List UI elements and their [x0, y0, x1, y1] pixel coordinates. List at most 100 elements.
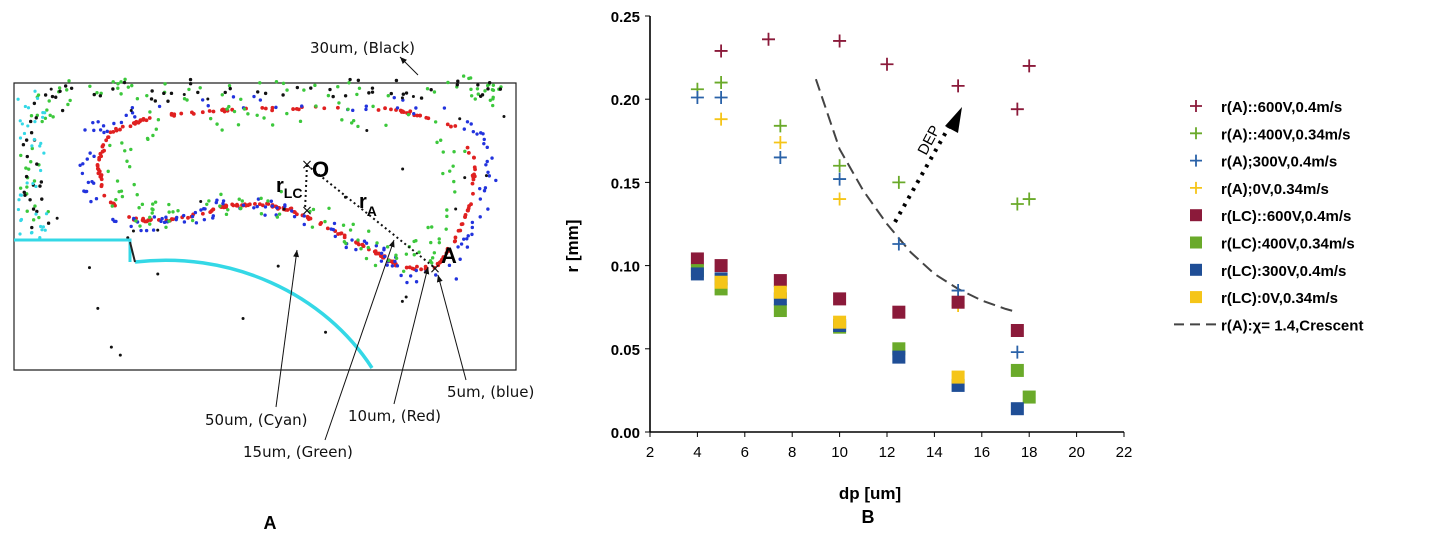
plus-point	[773, 150, 787, 164]
blue-particle-dot	[82, 189, 86, 193]
red-particle-dot	[398, 108, 403, 113]
black-particle-dot	[400, 299, 404, 303]
red-particle-dot	[247, 202, 252, 207]
blue-particle-dot	[465, 237, 469, 241]
black-particle-dot	[60, 108, 65, 113]
green-particle-dot	[259, 196, 263, 201]
blue-particle-dot	[458, 257, 462, 261]
plus-point	[690, 91, 704, 105]
green-particle-dot	[461, 74, 466, 78]
green-particle-dot	[453, 190, 457, 194]
green-particle-dot	[31, 218, 36, 222]
blue-particle-dot	[139, 228, 143, 233]
blue-particle-dot	[144, 228, 149, 233]
r-a-main: r	[359, 191, 367, 213]
cyan-particle-dot	[26, 124, 30, 128]
square-point	[1010, 402, 1024, 416]
red-particle-dot	[99, 182, 104, 187]
black-particle-dot	[486, 87, 490, 91]
red-particle-dot	[467, 204, 471, 208]
chart-legend: r(A)::600V,0.4m/sr(A)::400V,0.34m/sr(A);…	[1174, 99, 1363, 334]
blue-particle-dot	[105, 129, 109, 134]
red-particle-dot	[452, 239, 457, 244]
black-particle-dot	[331, 94, 335, 99]
blue-particle-dot	[470, 220, 475, 225]
blue-particle-dot	[408, 274, 413, 278]
green-particle-dot	[359, 247, 363, 251]
red-particle-dot	[459, 222, 464, 227]
green-particle-dot	[310, 225, 315, 229]
red-particle-dot	[383, 106, 387, 111]
red-particle-dot	[389, 107, 393, 112]
panel-a-frame	[13, 82, 517, 371]
green-particle-dot	[491, 95, 495, 100]
green-particle-dot	[108, 143, 112, 148]
green-particle-dot	[95, 91, 99, 95]
red-particle-dot	[200, 110, 205, 115]
black-particle-dot	[463, 176, 467, 180]
green-particle-dot	[485, 83, 490, 88]
particle-dots	[16, 74, 506, 357]
black-particle-dot	[40, 197, 44, 201]
blue-particle-dot	[482, 137, 486, 142]
blue-particle-dot	[88, 151, 92, 155]
green-particle-dot	[266, 199, 270, 203]
red-particle-dot	[191, 112, 196, 116]
red-particle-dot	[114, 128, 119, 133]
green-particle-dot	[146, 137, 150, 142]
black-particle-dot	[367, 91, 371, 95]
green-particle-dot	[394, 256, 399, 261]
lc-cross-marker: ×	[301, 203, 313, 219]
blue-particle-dot	[92, 154, 96, 159]
red-particle-dot	[445, 122, 450, 127]
black-particle-dot	[458, 117, 462, 121]
green-particle-dot	[373, 263, 378, 268]
black-particle-dot	[454, 207, 458, 211]
green-particle-dot	[132, 182, 136, 187]
blue-particle-dot	[475, 132, 479, 136]
green-particle-dot	[24, 166, 28, 170]
red-particle-dot	[111, 129, 116, 134]
red-particle-dot	[127, 215, 131, 219]
plus-point	[951, 79, 965, 93]
blue-particle-dot	[114, 219, 118, 224]
green-particle-dot	[190, 218, 195, 223]
green-particle-dot	[356, 124, 360, 129]
black-particle-dot	[455, 83, 460, 87]
red-annotation-arrow	[393, 266, 430, 405]
green-particle-dot	[207, 199, 211, 203]
green-particle-dot	[29, 160, 33, 164]
blue-particle-dot	[392, 95, 396, 100]
blue-particle-dot	[412, 111, 416, 116]
green-particle-dot	[437, 240, 442, 245]
red-particle-dot	[418, 113, 422, 118]
red-particle-dot	[146, 218, 151, 223]
black-particle-dot	[55, 216, 59, 220]
blue-particle-dot	[221, 201, 225, 206]
green-particle-dot	[123, 149, 127, 153]
green-particle-dot	[451, 164, 455, 168]
plus-point	[892, 237, 906, 251]
green-particle-dot	[302, 88, 306, 92]
green-particle-dot	[356, 238, 360, 242]
green-particle-dot	[33, 204, 37, 208]
black-particle-dot	[24, 174, 29, 179]
cyan-particle-dot	[44, 212, 49, 216]
red-particle-dot	[169, 217, 174, 221]
cyan-arc	[134, 258, 374, 369]
black-particle-dot	[502, 115, 506, 119]
cyan-particle-dot	[18, 119, 22, 123]
green-particle-dot	[198, 86, 202, 90]
cyan-particle-dot	[30, 144, 34, 148]
blue-particle-dot	[470, 232, 474, 237]
green-particle-dot	[414, 239, 418, 243]
green-particle-dot	[176, 209, 180, 213]
plus-point	[714, 44, 728, 58]
red-particle-dot	[211, 207, 215, 212]
cyan-particle-dot	[41, 115, 45, 119]
blue-particle-dot	[333, 234, 337, 239]
blue-particle-dot	[482, 141, 486, 146]
plus-point	[951, 284, 965, 298]
red-particle-dot	[473, 167, 477, 172]
blue-particle-dot	[91, 120, 95, 125]
